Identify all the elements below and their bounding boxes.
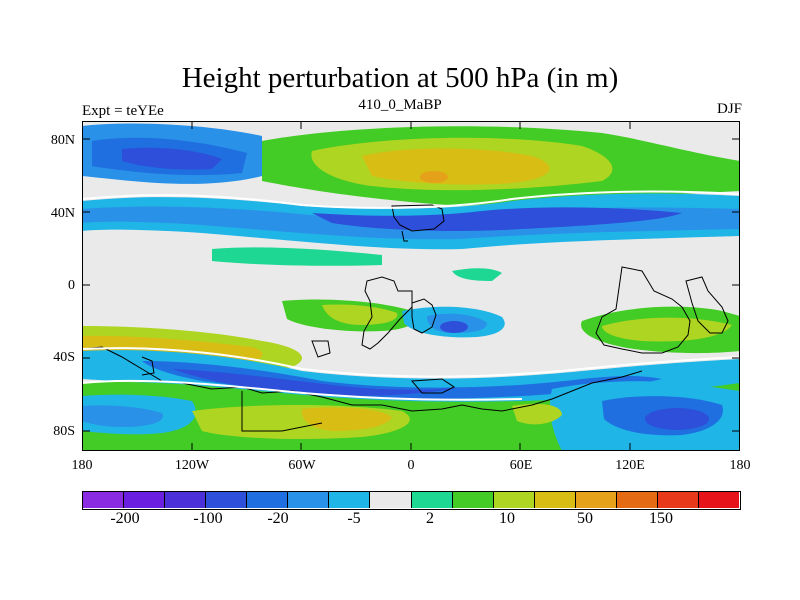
- colorbar-segment: [124, 492, 166, 508]
- colorbar-label: -20: [267, 510, 289, 527]
- lat-label: 40S: [53, 350, 75, 365]
- lat-label: 0: [68, 278, 75, 293]
- lon-label: 0: [407, 458, 415, 473]
- plot-title: Height perturbation at 500 hPa (in m): [181, 62, 619, 94]
- coastline-outlines: [82, 204, 729, 432]
- colorbar-segment: [329, 492, 371, 508]
- lat-label: 80S: [53, 424, 75, 439]
- colorbar: [83, 492, 739, 508]
- lat-label: 40N: [50, 206, 75, 221]
- season-label: DJF: [716, 101, 742, 117]
- colorbar-segment: [411, 492, 453, 508]
- colorbar-label: 150: [649, 510, 673, 527]
- colorbar-label: -100: [193, 510, 223, 527]
- colorbar-label: 10: [499, 510, 515, 527]
- northern-bands: [82, 123, 740, 281]
- colorbar-segment: [206, 492, 248, 508]
- colorbar-label: -5: [347, 510, 361, 527]
- colorbar-segment: [247, 492, 289, 508]
- zero-contours: [82, 190, 740, 401]
- colorbar-segment: [657, 492, 699, 508]
- lat-label: 80N: [50, 133, 75, 148]
- colorbar-segment: [698, 492, 739, 508]
- colorbar-label: -200: [110, 510, 140, 527]
- colorbar-segment: [575, 492, 617, 508]
- colorbar-frame: [82, 491, 741, 510]
- lon-label: 120W: [174, 458, 210, 473]
- lon-label: 60W: [288, 458, 316, 473]
- height-perturbation-map: [82, 121, 740, 451]
- colorbar-segment: [493, 492, 535, 508]
- lon-label: 120E: [615, 458, 645, 473]
- colorbar-segment: [165, 492, 207, 508]
- run-label: 410_0_MaBP: [358, 97, 442, 113]
- colorbar-segment: [534, 492, 576, 508]
- colorbar-segment: [288, 492, 330, 508]
- axis-ticks: [82, 121, 740, 451]
- colorbar-segment: [452, 492, 494, 508]
- lon-label: 60E: [509, 458, 533, 473]
- colorbar-segment: [370, 492, 412, 508]
- lon-label: 180: [729, 458, 751, 473]
- colorbar-segment: [83, 492, 125, 508]
- colorbar-label: 2: [426, 510, 434, 527]
- experiment-label: Expt = teYEe: [82, 103, 164, 119]
- lon-label: 180: [71, 458, 93, 473]
- colorbar-label: 50: [577, 510, 593, 527]
- colorbar-segment: [616, 492, 658, 508]
